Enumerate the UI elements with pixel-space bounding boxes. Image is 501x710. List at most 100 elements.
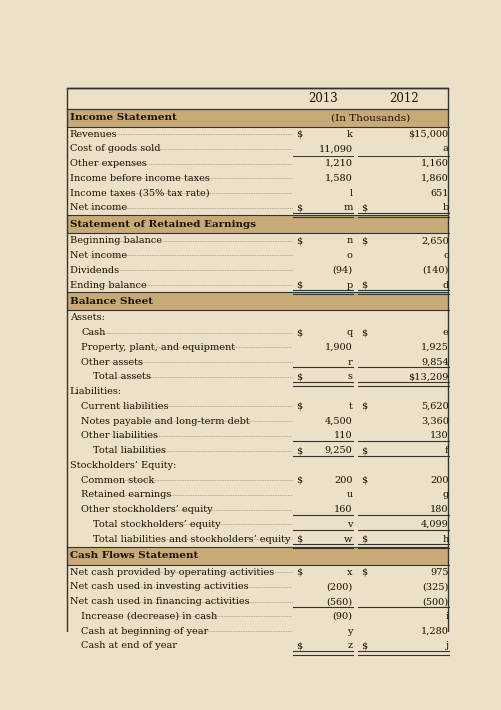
Text: 2,650: 2,650 <box>420 236 448 245</box>
Text: Current liabilities: Current liabilities <box>81 402 172 411</box>
Text: Statement of Retained Earnings: Statement of Retained Earnings <box>70 220 255 229</box>
Text: (In Thousands): (In Thousands) <box>331 113 410 122</box>
Text: $: $ <box>296 130 302 138</box>
Text: 110: 110 <box>333 432 352 440</box>
Text: $: $ <box>296 280 302 290</box>
Text: z: z <box>347 641 352 650</box>
Bar <box>67 623 447 638</box>
Text: Cash at end of year: Cash at end of year <box>81 641 180 650</box>
Text: 4,500: 4,500 <box>324 417 352 426</box>
Bar <box>67 88 447 109</box>
Text: 130: 130 <box>429 432 448 440</box>
Text: Net income: Net income <box>70 204 127 212</box>
Text: f: f <box>444 446 448 455</box>
Text: y: y <box>346 627 352 635</box>
Text: u: u <box>346 491 352 499</box>
Text: 1,160: 1,160 <box>420 159 448 168</box>
Text: $: $ <box>296 204 302 212</box>
Bar <box>67 384 447 399</box>
Text: 651: 651 <box>429 189 448 197</box>
Bar <box>67 263 447 278</box>
Text: k: k <box>346 130 352 138</box>
Text: Total stockholders’ equity: Total stockholders’ equity <box>93 520 223 529</box>
Text: Other liabilities: Other liabilities <box>81 432 161 440</box>
Text: $: $ <box>296 372 302 381</box>
Text: Net cash used in investing activities: Net cash used in investing activities <box>70 582 248 591</box>
Text: $: $ <box>361 280 367 290</box>
Text: Total assets: Total assets <box>93 372 154 381</box>
Text: 3,360: 3,360 <box>420 417 448 426</box>
Text: Net cash provided by operating activities: Net cash provided by operating activitie… <box>70 567 274 577</box>
Bar <box>67 200 447 215</box>
Text: 200: 200 <box>429 476 448 485</box>
Text: i: i <box>445 612 448 621</box>
Text: Ending balance: Ending balance <box>70 280 146 290</box>
Text: Increase (decrease) in cash: Increase (decrease) in cash <box>81 612 217 621</box>
Text: Dividends: Dividends <box>70 266 122 275</box>
Text: $: $ <box>361 446 367 455</box>
Text: Assets:: Assets: <box>70 313 104 322</box>
Text: 200: 200 <box>334 476 352 485</box>
Text: (200): (200) <box>326 582 352 591</box>
Text: p: p <box>346 280 352 290</box>
Text: Balance Sheet: Balance Sheet <box>70 297 152 306</box>
Bar <box>67 186 447 200</box>
Text: 180: 180 <box>429 506 448 514</box>
Text: $: $ <box>296 446 302 455</box>
Text: $: $ <box>296 567 302 577</box>
Text: (325): (325) <box>421 582 448 591</box>
Bar <box>67 127 447 141</box>
Text: $: $ <box>361 204 367 212</box>
Bar <box>67 156 447 171</box>
Text: 1,210: 1,210 <box>324 159 352 168</box>
Bar <box>67 609 447 623</box>
Text: 1,280: 1,280 <box>420 627 448 635</box>
Text: Beginning balance: Beginning balance <box>70 236 164 245</box>
Text: b: b <box>441 204 448 212</box>
Bar <box>67 443 447 458</box>
Bar <box>67 278 447 293</box>
Text: Other stockholders’ equity: Other stockholders’ equity <box>81 506 216 514</box>
Text: 1,900: 1,900 <box>324 343 352 352</box>
Text: 1,925: 1,925 <box>420 343 448 352</box>
Bar <box>67 458 447 473</box>
Text: Income taxes (35% tax rate): Income taxes (35% tax rate) <box>70 189 212 197</box>
Text: v: v <box>346 520 352 529</box>
Text: $: $ <box>296 535 302 544</box>
Text: Common stock: Common stock <box>81 476 154 485</box>
Text: (140): (140) <box>421 266 448 275</box>
Text: j: j <box>445 641 448 650</box>
Text: Cost of goods sold: Cost of goods sold <box>70 144 160 153</box>
Bar <box>67 340 447 355</box>
Text: 4,099: 4,099 <box>420 520 448 529</box>
Text: Income before income taxes: Income before income taxes <box>70 174 212 183</box>
Bar <box>67 310 447 325</box>
Text: Income Statement: Income Statement <box>70 113 176 122</box>
Bar <box>67 564 447 579</box>
Text: $: $ <box>361 476 367 485</box>
Text: Property, plant, and equipment: Property, plant, and equipment <box>81 343 235 352</box>
Text: r: r <box>347 358 352 366</box>
Text: 2012: 2012 <box>388 92 417 105</box>
Text: (500): (500) <box>422 597 448 606</box>
Text: c: c <box>442 251 448 260</box>
Bar <box>67 594 447 609</box>
Text: a: a <box>442 144 448 153</box>
Text: $: $ <box>361 328 367 337</box>
Text: $15,000: $15,000 <box>408 130 448 138</box>
Text: m: m <box>343 204 352 212</box>
Text: 2013: 2013 <box>307 92 337 105</box>
Text: Revenues: Revenues <box>70 130 117 138</box>
Text: Total liabilities and stockholders’ equity: Total liabilities and stockholders’ equi… <box>93 535 293 544</box>
Bar <box>67 638 447 653</box>
Bar <box>67 473 447 488</box>
Text: Cash at beginning of year: Cash at beginning of year <box>81 627 208 635</box>
Bar <box>67 579 447 594</box>
Text: q: q <box>346 328 352 337</box>
Text: $: $ <box>296 328 302 337</box>
Bar <box>67 141 447 156</box>
Text: 11,090: 11,090 <box>318 144 352 153</box>
Text: $: $ <box>361 641 367 650</box>
Text: $: $ <box>296 402 302 411</box>
Text: Net cash used in financing activities: Net cash used in financing activities <box>70 597 252 606</box>
